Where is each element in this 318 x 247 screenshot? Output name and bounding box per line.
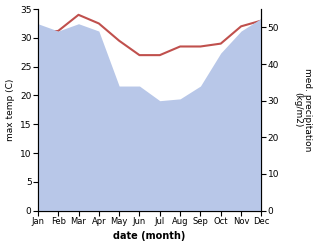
X-axis label: date (month): date (month): [114, 231, 186, 242]
Y-axis label: med. precipitation
(kg/m2): med. precipitation (kg/m2): [293, 68, 313, 152]
Y-axis label: max temp (C): max temp (C): [5, 79, 15, 141]
